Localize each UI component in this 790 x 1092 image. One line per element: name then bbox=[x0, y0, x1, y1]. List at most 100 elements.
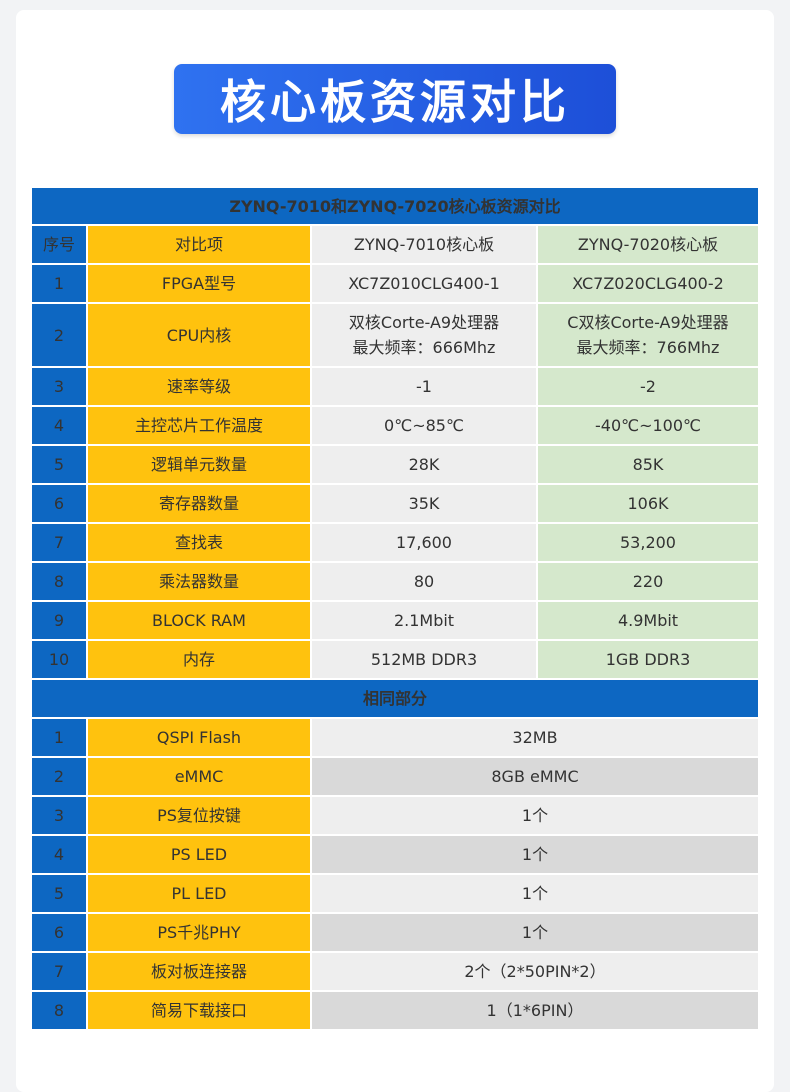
row-shared-value: 1个 bbox=[310, 795, 760, 836]
table-row: 2 eMMC 8GB eMMC bbox=[30, 756, 760, 797]
table-row: 5 逻辑单元数量 28K 85K bbox=[30, 444, 760, 485]
row-index: 1 bbox=[30, 717, 88, 758]
row-value-7020: 220 bbox=[536, 561, 760, 602]
value-line: 0℃~85℃ bbox=[384, 416, 464, 435]
table-row: 6 寄存器数量 35K 106K bbox=[30, 483, 760, 524]
value-line: 最大频率：766Mhz bbox=[576, 338, 720, 357]
row-value-7010: 2.1Mbit bbox=[310, 600, 538, 641]
value-line: 1GB DDR3 bbox=[605, 650, 691, 669]
banner-title: 核心板资源对比 bbox=[174, 64, 616, 134]
row-item: 简易下载接口 bbox=[86, 990, 312, 1031]
row-value-7010: 80 bbox=[310, 561, 538, 602]
row-index: 4 bbox=[30, 405, 88, 446]
value-line: 最大频率：666Mhz bbox=[352, 338, 496, 357]
column-header-index: 序号 bbox=[30, 224, 88, 265]
table-row: 7 查找表 17,600 53,200 bbox=[30, 522, 760, 563]
row-value-7010: 28K bbox=[310, 444, 538, 485]
table-row: 1 QSPI Flash 32MB bbox=[30, 717, 760, 758]
row-item: 主控芯片工作温度 bbox=[86, 405, 312, 446]
row-item: eMMC bbox=[86, 756, 312, 797]
row-index: 8 bbox=[30, 561, 88, 602]
value-line: 53,200 bbox=[620, 533, 676, 552]
value-line: C双核Corte-A9处理器 bbox=[567, 313, 729, 332]
row-index: 6 bbox=[30, 912, 88, 953]
row-value-7020: 85K bbox=[536, 444, 760, 485]
row-shared-value: 1个 bbox=[310, 834, 760, 875]
table-row: 10 内存 512MB DDR3 1GB DDR3 bbox=[30, 639, 760, 680]
row-value-7020: 1GB DDR3 bbox=[536, 639, 760, 680]
table-row: 1 FPGA型号 XC7Z010CLG400-1 XC7Z020CLG400-2 bbox=[30, 263, 760, 304]
row-shared-value: 32MB bbox=[310, 717, 760, 758]
table-row: 3 速率等级 -1 -2 bbox=[30, 366, 760, 407]
value-line: 17,600 bbox=[396, 533, 452, 552]
row-value-7010: 双核Corte-A9处理器 最大频率：666Mhz bbox=[310, 302, 538, 368]
row-item: 查找表 bbox=[86, 522, 312, 563]
table-row: 6 PS千兆PHY 1个 bbox=[30, 912, 760, 953]
section-header-row: 相同部分 bbox=[30, 678, 760, 719]
row-item: 乘法器数量 bbox=[86, 561, 312, 602]
row-value-7010: 17,600 bbox=[310, 522, 538, 563]
table-row: 5 PL LED 1个 bbox=[30, 873, 760, 914]
row-shared-value: 8GB eMMC bbox=[310, 756, 760, 797]
row-shared-value: 2个（2*50PIN*2） bbox=[310, 951, 760, 992]
table-row: 2 CPU内核 双核Corte-A9处理器 最大频率：666Mhz C双核Corte-A… bbox=[30, 302, 760, 368]
table-row: 4 主控芯片工作温度 0℃~85℃ -40℃~100℃ bbox=[30, 405, 760, 446]
row-index: 10 bbox=[30, 639, 88, 680]
comparison-table: ZYNQ-7010和ZYNQ-7020核心板资源对比 序号 对比项 ZYNQ-7… bbox=[30, 186, 760, 1031]
table-row: 4 PS LED 1个 bbox=[30, 834, 760, 875]
value-line: 106K bbox=[627, 494, 669, 513]
value-line: 512MB DDR3 bbox=[370, 650, 478, 669]
row-value-7020: 106K bbox=[536, 483, 760, 524]
row-index: 6 bbox=[30, 483, 88, 524]
row-item: PS LED bbox=[86, 834, 312, 875]
row-value-7020: 4.9Mbit bbox=[536, 600, 760, 641]
column-header-row: 序号 对比项 ZYNQ-7010核心板 ZYNQ-7020核心板 bbox=[30, 224, 760, 265]
row-item: PL LED bbox=[86, 873, 312, 914]
row-index: 2 bbox=[30, 302, 88, 368]
value-line: XC7Z010CLG400-1 bbox=[348, 274, 500, 293]
row-value-7020: -40℃~100℃ bbox=[536, 405, 760, 446]
row-index: 9 bbox=[30, 600, 88, 641]
row-value-7020: C双核Corte-A9处理器 最大频率：766Mhz bbox=[536, 302, 760, 368]
row-item: PS复位按键 bbox=[86, 795, 312, 836]
table-row: 7 板对板连接器 2个（2*50PIN*2） bbox=[30, 951, 760, 992]
row-shared-value: 1个 bbox=[310, 873, 760, 914]
value-line: XC7Z020CLG400-2 bbox=[572, 274, 724, 293]
row-item: 寄存器数量 bbox=[86, 483, 312, 524]
value-line: 双核Corte-A9处理器 bbox=[348, 313, 500, 332]
row-index: 4 bbox=[30, 834, 88, 875]
row-index: 2 bbox=[30, 756, 88, 797]
value-line: 85K bbox=[632, 455, 664, 474]
value-line: 4.9Mbit bbox=[617, 611, 679, 630]
table-title-row: ZYNQ-7010和ZYNQ-7020核心板资源对比 bbox=[30, 186, 760, 226]
row-value-7020: 53,200 bbox=[536, 522, 760, 563]
value-line: 220 bbox=[632, 572, 664, 591]
row-value-7010: 512MB DDR3 bbox=[310, 639, 538, 680]
row-item: QSPI Flash bbox=[86, 717, 312, 758]
row-index: 7 bbox=[30, 522, 88, 563]
value-line: -1 bbox=[416, 377, 432, 396]
row-shared-value: 1个 bbox=[310, 912, 760, 953]
row-index: 1 bbox=[30, 263, 88, 304]
row-item: CPU内核 bbox=[86, 302, 312, 368]
row-item: 板对板连接器 bbox=[86, 951, 312, 992]
value-line: 35K bbox=[408, 494, 440, 513]
row-value-7020: XC7Z020CLG400-2 bbox=[536, 263, 760, 304]
column-header-item: 对比项 bbox=[86, 224, 312, 265]
row-value-7010: XC7Z010CLG400-1 bbox=[310, 263, 538, 304]
row-index: 3 bbox=[30, 366, 88, 407]
value-line: 80 bbox=[413, 572, 435, 591]
row-value-7020: -2 bbox=[536, 366, 760, 407]
row-index: 3 bbox=[30, 795, 88, 836]
table-title: ZYNQ-7010和ZYNQ-7020核心板资源对比 bbox=[30, 186, 760, 226]
row-index: 5 bbox=[30, 444, 88, 485]
column-header-7010: ZYNQ-7010核心板 bbox=[310, 224, 538, 265]
value-line: -40℃~100℃ bbox=[594, 416, 701, 435]
row-item: PS千兆PHY bbox=[86, 912, 312, 953]
table-row: 8 简易下载接口 1（1*6PIN） bbox=[30, 990, 760, 1031]
row-shared-value: 1（1*6PIN） bbox=[310, 990, 760, 1031]
row-item: 速率等级 bbox=[86, 366, 312, 407]
row-index: 7 bbox=[30, 951, 88, 992]
value-line: -2 bbox=[640, 377, 656, 396]
section-header-same: 相同部分 bbox=[30, 678, 760, 719]
